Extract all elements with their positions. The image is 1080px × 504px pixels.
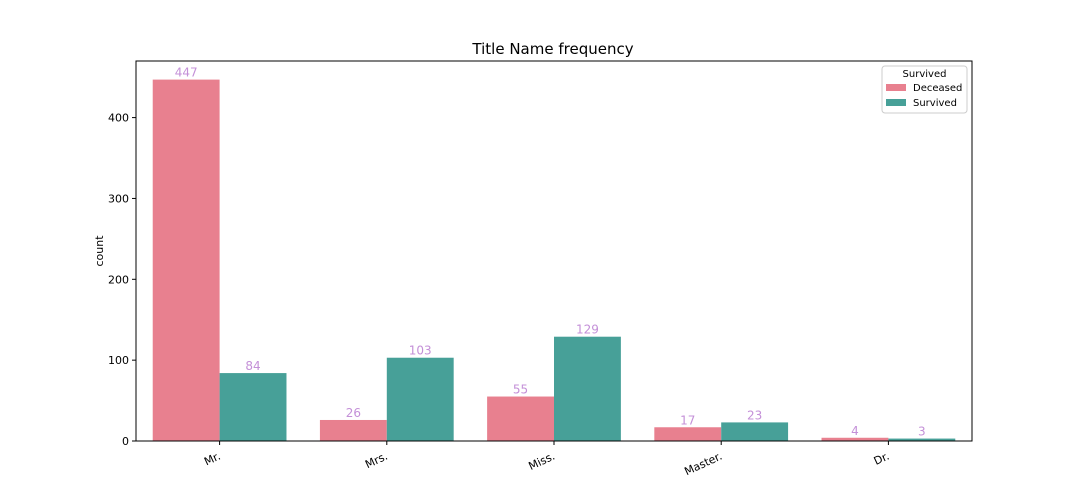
- legend-swatch-deceased: [886, 84, 906, 91]
- data-label: 3: [918, 425, 926, 439]
- x-tick-label: Miss.: [527, 450, 557, 473]
- data-label: 129: [576, 323, 599, 337]
- bar-deceased-4: [821, 437, 889, 441]
- data-label: 84: [245, 359, 260, 373]
- bar-survived-0: [219, 373, 287, 441]
- data-label: 26: [346, 406, 361, 420]
- bar-deceased-0: [152, 79, 220, 442]
- x-tick-label: Mr.: [202, 450, 222, 469]
- y-tick-label: 200: [108, 273, 129, 286]
- y-tick-label: 0: [122, 435, 129, 448]
- bar-survived-4: [888, 438, 956, 441]
- legend: Survived Deceased Survived: [881, 65, 968, 114]
- plot-area: 0 100 200 300 400 447 84 Mr. 26 103 Mrs. 55 129 Miss.…: [108, 66, 956, 479]
- y-tick-label: 100: [108, 354, 129, 367]
- x-tick-label: Master.: [682, 450, 724, 479]
- bar-survived-1: [386, 357, 454, 441]
- data-label: 55: [513, 383, 528, 397]
- legend-label-deceased: Deceased: [913, 83, 962, 94]
- bar-deceased-1: [319, 419, 387, 441]
- x-tick-label: Mrs.: [363, 450, 390, 472]
- y-tick-label: 300: [108, 192, 129, 205]
- bar-survived-2: [554, 336, 621, 441]
- data-label: 447: [175, 66, 198, 80]
- bar-survived-3: [721, 422, 789, 441]
- plot-frame: [135, 60, 973, 442]
- data-label: 103: [409, 344, 432, 358]
- data-label: 23: [747, 408, 762, 422]
- legend-swatch-survived: [886, 99, 906, 106]
- chart-title: Title Name frequency: [471, 40, 633, 58]
- y-axis-label: count: [93, 235, 106, 267]
- bar-deceased-3: [654, 427, 722, 441]
- y-tick-label: 400: [108, 112, 129, 125]
- data-label: 4: [851, 424, 859, 438]
- legend-title: Survived: [903, 69, 947, 80]
- data-label: 17: [680, 413, 695, 427]
- bar-deceased-2: [487, 396, 554, 441]
- legend-label-survived: Survived: [913, 98, 957, 109]
- x-tick-label: Dr.: [872, 450, 892, 468]
